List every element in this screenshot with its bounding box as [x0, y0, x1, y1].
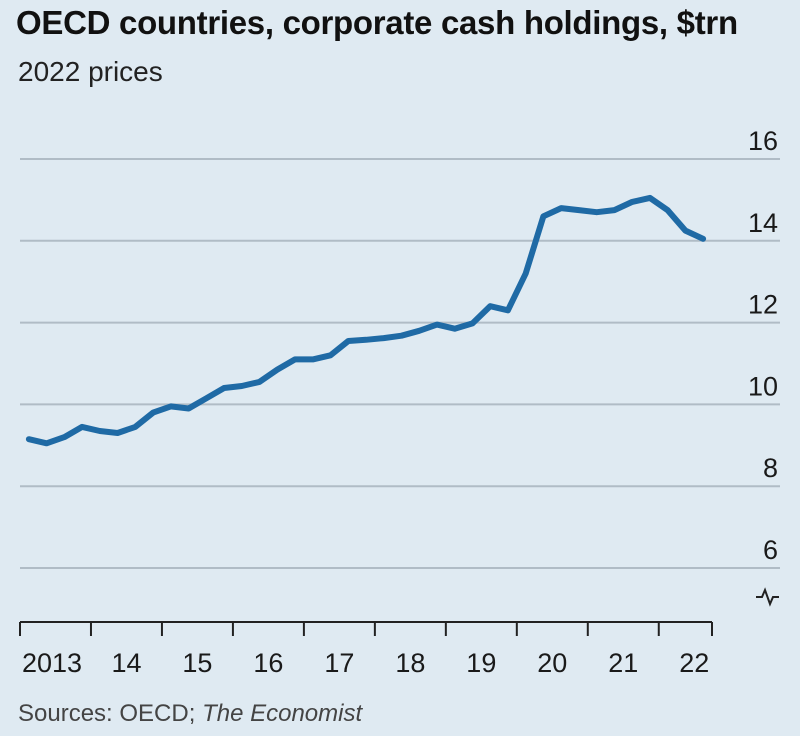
y-tick-label-10: 10 — [748, 371, 778, 401]
x-tick-label-20: 20 — [537, 648, 567, 678]
x-tick-label-18: 18 — [395, 648, 425, 678]
y-axis: 6 8 10 12 14 16 — [748, 126, 778, 565]
y-tick-label-14: 14 — [748, 208, 778, 238]
chart-title: OECD countries, corporate cash holdings,… — [16, 4, 738, 41]
source-note: Sources: OECD; The Economist — [18, 700, 362, 728]
y-tick-label-8: 8 — [763, 453, 778, 483]
grid-lines — [20, 158, 780, 569]
x-tick-label-2013: 2013 — [22, 648, 82, 678]
x-tick-label-16: 16 — [253, 648, 283, 678]
x-tick-label-17: 17 — [324, 648, 354, 678]
axis-break — [756, 587, 779, 607]
x-tick-label-21: 21 — [608, 648, 638, 678]
x-tick-label-15: 15 — [182, 648, 212, 678]
series-line-0 — [25, 194, 707, 447]
x-tick-label-19: 19 — [466, 648, 496, 678]
y-tick-label-12: 12 — [748, 290, 778, 320]
series — [25, 194, 707, 447]
x-tick-label-14: 14 — [111, 648, 141, 678]
axis-break-mark — [756, 587, 779, 607]
x-tick-label-22: 22 — [679, 648, 709, 678]
y-tick-label-16: 16 — [748, 126, 778, 156]
source-publication: The Economist — [202, 700, 363, 727]
y-tick-label-6: 6 — [763, 535, 778, 565]
source-prefix: Sources: OECD; — [18, 700, 203, 727]
x-axis: 2013 14 15 16 17 18 19 20 21 22 — [19, 621, 713, 678]
chart-subtitle: 2022 prices — [18, 56, 163, 87]
